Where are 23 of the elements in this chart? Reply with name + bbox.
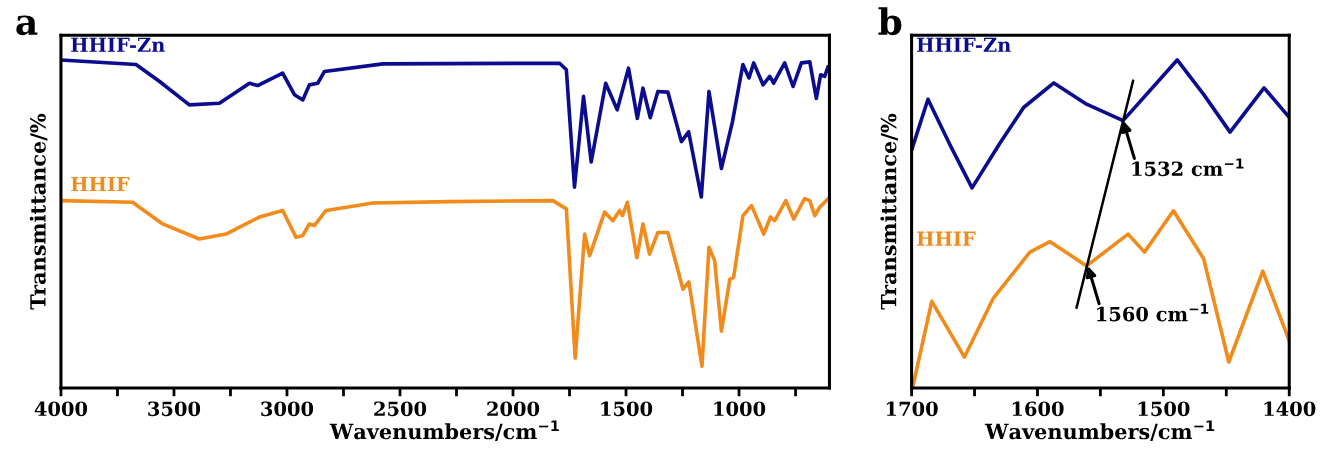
x-tick-label: 1400 [1264, 401, 1316, 417]
x-tick-label: 1500 [1138, 401, 1190, 417]
annotation: 1532 cm$^{−1}$ [1132, 158, 1244, 177]
chart-title: a [16, 15, 38, 36]
x-tick-label: 4000 [34, 401, 88, 417]
x-tick-label: 1000 [714, 401, 766, 417]
annotation: 1560 cm$^{−1}$ [1097, 303, 1209, 322]
x-axis-title: Wavenumbers/cm$^{−1}$ [329, 420, 559, 441]
x-tick-label: 2500 [374, 401, 427, 417]
x-tick-label: 3000 [261, 401, 314, 417]
x-tick-label: 1500 [601, 401, 653, 417]
y-axis-title: Transmittance/% [29, 113, 48, 310]
chart-title: b [878, 7, 902, 36]
y-axis-title: Transmittance/% [880, 113, 899, 310]
x-tick-label: 2000 [487, 401, 540, 417]
x-tick-label: 3500 [148, 401, 201, 417]
x-tick-label: 1700 [886, 401, 938, 417]
x-tick-label: 1600 [1012, 401, 1064, 417]
text: HHIF-Zn [917, 37, 1011, 52]
text: HHIF [917, 231, 976, 246]
x-axis-title: Wavenumbers/cm$^{−1}$ [984, 420, 1215, 441]
series-label: HHIF [71, 176, 130, 192]
series-label: HHIF-Zn [71, 37, 165, 52]
